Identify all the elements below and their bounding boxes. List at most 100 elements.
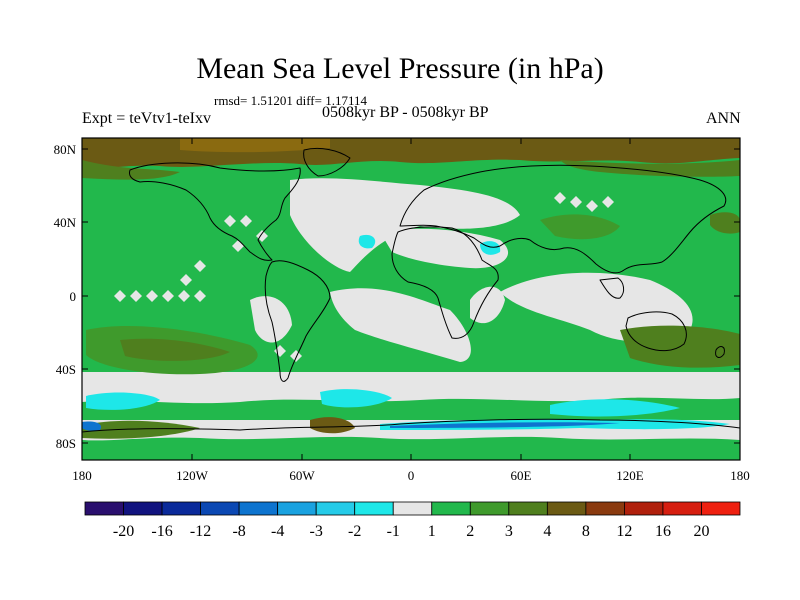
greenland-coast	[303, 147, 351, 177]
colorbar-label: 1	[428, 523, 436, 540]
lat-labels: 80N 40N 0 40S 80S	[54, 142, 77, 451]
colorbar-box	[546, 501, 587, 516]
lon-ticks	[81, 138, 741, 460]
lat-label: 80S	[56, 436, 76, 451]
lon-label: 60E	[511, 468, 532, 483]
zone-central-asia	[540, 214, 620, 240]
lon-label: 120W	[176, 468, 209, 483]
dither-mark	[180, 274, 192, 286]
arctic-core	[180, 138, 330, 153]
colorbar-box	[662, 501, 702, 516]
new-zealand-coast	[715, 346, 725, 358]
dither-mark	[194, 260, 206, 272]
australia-coast	[625, 311, 687, 352]
low-south-pacific-west	[86, 392, 160, 410]
dither-mark	[146, 290, 158, 302]
dither-mark	[162, 290, 174, 302]
colorbar-labels: -20 -16 -12 -8 -4 -3 -2 -1 1 2 3 4 8 12 16 20	[113, 523, 710, 540]
neutral-africa-east	[470, 286, 505, 324]
zone-antarctic-patch	[310, 417, 355, 434]
colorbar-box	[469, 501, 510, 516]
lon-label: 60W	[289, 468, 315, 483]
lat-label: 0	[70, 289, 77, 304]
dither-mark	[114, 290, 126, 302]
experiment-label: Expt = teVtv1-teIxv	[82, 110, 211, 127]
colorbar-box	[701, 501, 741, 516]
south-america-coast	[264, 260, 331, 382]
low-arabia	[480, 241, 501, 255]
dither-mark	[570, 196, 582, 208]
colorbar-label: 4	[543, 523, 551, 540]
lon-label: 0	[408, 468, 415, 483]
colorbar-box	[624, 501, 664, 516]
dither-mark	[586, 200, 598, 212]
colorbar-box	[161, 501, 201, 516]
north-america-coast	[129, 162, 301, 261]
contour-dither	[114, 192, 614, 362]
africa-coast	[391, 226, 499, 339]
lat-label: 80N	[54, 142, 77, 157]
arctic-edge-east	[560, 160, 740, 177]
plot-title: Mean Sea Level Pressure (in hPa)	[196, 52, 604, 85]
colorbar-label: 20	[693, 523, 709, 540]
colorbar-label: -4	[271, 523, 284, 540]
lat-label: 40S	[56, 362, 76, 377]
lon-label: 180	[730, 468, 750, 483]
low-far-west	[82, 421, 102, 431]
neutral-sahara	[380, 228, 509, 269]
colorbar-box	[315, 501, 356, 516]
low-antarctic-core	[390, 422, 620, 428]
colorbar-box	[354, 501, 394, 516]
dither-mark	[434, 204, 446, 216]
colorbar-box	[431, 501, 471, 516]
lon-label: 120E	[616, 468, 644, 483]
low-south-atlantic	[320, 389, 392, 408]
dither-mark	[290, 350, 302, 362]
colorbar-label: -12	[190, 523, 211, 540]
lat-ticks	[82, 148, 740, 444]
low-south-indian	[550, 399, 680, 417]
colorbar-label: 12	[616, 523, 632, 540]
neutral-southern-belt	[82, 372, 740, 404]
lon-label: 180	[72, 468, 92, 483]
dither-mark	[224, 215, 236, 227]
colorbar-label: 3	[505, 523, 513, 540]
zone-north-pacific	[710, 212, 740, 234]
zone-south-pacific-core	[120, 338, 230, 361]
colorbar-box	[123, 501, 163, 516]
colorbar-label: -1	[387, 523, 400, 540]
low-mediterranean	[358, 234, 376, 249]
season-label: ANN	[706, 110, 741, 127]
eurasia-coast	[399, 164, 727, 274]
colorbar-box	[200, 501, 240, 516]
colorbar-box	[238, 501, 279, 516]
dither-mark	[130, 290, 142, 302]
colorbar-label: -2	[348, 523, 361, 540]
stats-text: rmsd= 1.51201 diff= 1.17114	[214, 93, 367, 108]
colorbar-label: 8	[582, 523, 590, 540]
colorbar-label: 16	[655, 523, 671, 540]
dither-mark	[554, 192, 566, 204]
antarctica-coast	[82, 418, 740, 433]
colorbar-label: 2	[466, 523, 474, 540]
coastlines	[82, 147, 740, 433]
colorbar-box	[392, 501, 433, 516]
neutral-south-atlantic	[330, 288, 471, 362]
dither-mark	[178, 290, 190, 302]
dither-mark	[194, 290, 206, 302]
dither-mark	[450, 204, 462, 216]
dither-mark	[240, 215, 252, 227]
dither-mark	[602, 196, 614, 208]
colorbar	[84, 501, 741, 516]
neutral-indian-ocean	[500, 272, 693, 342]
lon-labels: 180 120W 60W 0 60E 120E 180	[72, 468, 750, 483]
neutral-europe	[400, 189, 500, 210]
colorbar-label: -20	[113, 523, 134, 540]
colorbar-box	[585, 501, 625, 516]
colorbar-label: -8	[232, 523, 245, 540]
colorbar-box	[277, 501, 317, 516]
zone-antarctic-west	[82, 420, 200, 439]
colorbar-box	[84, 501, 124, 516]
colorbar-box	[508, 501, 548, 516]
